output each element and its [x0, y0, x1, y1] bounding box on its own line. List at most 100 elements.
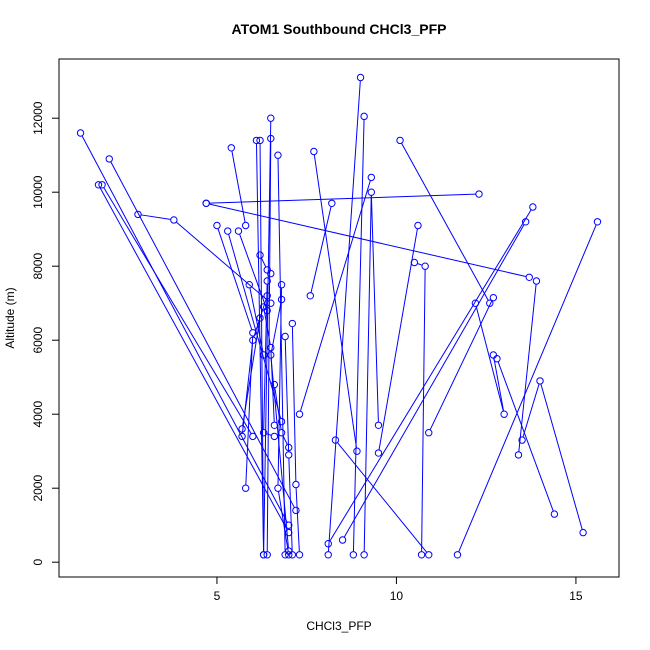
- data-point: [134, 210, 142, 219]
- series-segment: [300, 180, 371, 411]
- data-point: [518, 436, 526, 444]
- data-point: [238, 425, 246, 433]
- data-point: [270, 380, 279, 389]
- data-point: [94, 181, 103, 189]
- data-point: [349, 551, 358, 559]
- series-path: [98, 181, 257, 441]
- series-segment: [540, 384, 583, 530]
- data-point: [202, 199, 210, 208]
- data-point: [270, 432, 279, 441]
- series-path: [360, 188, 383, 559]
- series-segment: [337, 442, 427, 553]
- data-point: [274, 151, 282, 159]
- series-path: [76, 129, 293, 529]
- data-point: [285, 451, 293, 459]
- series-segment: [242, 321, 260, 426]
- data-point: [285, 551, 293, 559]
- series-segment: [278, 491, 289, 552]
- series-path: [338, 218, 530, 544]
- data-point: [295, 410, 304, 418]
- series-segment: [522, 384, 540, 437]
- series-path: [453, 218, 602, 559]
- y-tick-label: 6000: [31, 327, 45, 354]
- series-path: [252, 136, 268, 559]
- data-point: [425, 551, 433, 559]
- data-point: [360, 551, 368, 559]
- data-point: [521, 218, 530, 226]
- data-point: [213, 221, 221, 230]
- y-tick-label: 4000: [31, 401, 45, 428]
- data-point: [259, 429, 268, 437]
- data-point: [263, 277, 271, 285]
- series-path: [227, 144, 250, 230]
- series-segment: [110, 161, 295, 508]
- data-point: [489, 293, 498, 302]
- data-point: [256, 251, 264, 259]
- data-point: [310, 147, 318, 156]
- series-segment: [81, 135, 288, 523]
- series-segment: [475, 306, 504, 411]
- data-point: [593, 218, 602, 226]
- data-point: [367, 173, 376, 182]
- series-segment: [370, 195, 379, 422]
- data-point: [292, 506, 300, 515]
- series-path: [349, 112, 368, 559]
- series-segment: [263, 121, 272, 552]
- series-segment: [458, 224, 597, 552]
- series-path: [324, 73, 365, 559]
- data-point: [249, 432, 257, 441]
- series-segment: [99, 187, 288, 530]
- data-point: [267, 134, 275, 143]
- data-point: [267, 269, 275, 278]
- y-axis: 0 2000 4000 6000 8000 10000 12000: [31, 101, 60, 566]
- series-segment: [261, 258, 267, 267]
- series-path: [281, 332, 297, 559]
- series-path: [274, 281, 293, 559]
- series-path: [238, 314, 264, 433]
- series-path: [410, 258, 429, 559]
- x-axis: 5 10 15: [214, 576, 583, 603]
- series-segment: [263, 310, 271, 345]
- data-point: [259, 303, 268, 311]
- series-segment: [329, 209, 532, 541]
- data-point: [76, 129, 85, 137]
- data-point: [417, 551, 426, 559]
- data-point: [475, 190, 483, 198]
- data-point: [241, 221, 250, 230]
- series-segment: [228, 234, 282, 419]
- data-point: [267, 343, 275, 352]
- series-segment: [231, 151, 246, 223]
- y-tick-label: 12000: [31, 101, 45, 135]
- series-path: [396, 136, 494, 307]
- data-point: [338, 536, 347, 544]
- series-path: [267, 295, 293, 555]
- data-point: [486, 299, 494, 307]
- x-tick-label: 15: [569, 589, 583, 603]
- series-segment: [282, 435, 288, 445]
- data-point: [292, 480, 300, 489]
- series-layer: [76, 73, 602, 559]
- data-point: [281, 332, 289, 341]
- data-point: [267, 351, 275, 359]
- data-point: [252, 136, 261, 145]
- series-segment: [310, 206, 332, 293]
- data-point: [224, 227, 232, 235]
- data-point: [277, 281, 286, 289]
- data-point: [532, 277, 541, 285]
- series-segment: [313, 154, 357, 448]
- series-path: [374, 221, 422, 457]
- y-tick-label: 0: [31, 559, 45, 566]
- data-point: [241, 484, 250, 492]
- data-point: [288, 319, 297, 328]
- series-path: [514, 277, 541, 459]
- series-segment: [266, 142, 272, 552]
- x-axis-label: CHCl3_PFP: [306, 619, 371, 633]
- y-tick-label: 2000: [31, 475, 45, 502]
- data-point: [285, 547, 293, 555]
- data-point: [277, 417, 286, 426]
- data-point: [396, 136, 404, 145]
- series-segment: [141, 214, 171, 220]
- data-point: [514, 451, 523, 459]
